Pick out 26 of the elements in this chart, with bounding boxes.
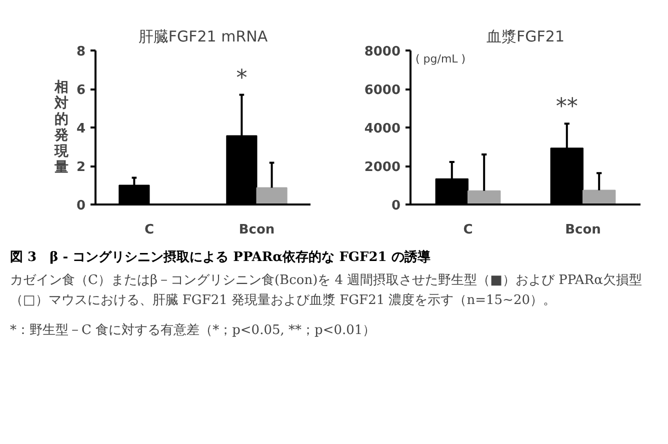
y-tick-label: 0: [391, 198, 400, 214]
x-tick-label: C: [144, 222, 154, 238]
text: カゼイン食（C）またはβ－コングリシニン食(Bcon)を 4 週間摂取させた野生型（■）および PPARα欠損型（□）マウスにおける、肝臓 FGF21 発現量および血漿 FGF21 濃度を示す（n=15~20）。: [10, 272, 643, 310]
annotation: **: [556, 94, 578, 120]
y-tick-label: 6000: [364, 83, 401, 98]
y-axis-title: 相対的発現量: [53, 80, 70, 176]
y-tick-label: 2000: [364, 160, 401, 175]
y-tick-label: 4: [76, 122, 86, 136]
y-tick-label: 0: [76, 198, 86, 214]
bar: [582, 190, 616, 204]
x-tick-label: Bcon: [565, 222, 601, 238]
x-tick-label: Bcon: [238, 222, 275, 238]
y-tick-label: 2: [76, 160, 86, 175]
x-tick-label: C: [463, 222, 473, 238]
chart-title: 肝臓FGF21 mRNA: [138, 28, 268, 46]
y-tick-label: 8: [76, 44, 86, 60]
y-tick-label: 6: [76, 83, 86, 98]
chart-title: 血漿FGF21: [486, 28, 564, 46]
bar: [468, 190, 501, 204]
annotation: *: [236, 66, 248, 91]
bar: [256, 187, 288, 204]
y-tick-label: 4000: [364, 122, 401, 136]
caption: 図 3 β - コングリシニン摂取による PPARα依存的な FGF21 の誘導: [10, 248, 432, 267]
text: *：野生型－C 食に対する有意差（*；p<0.05, **；p<0.01）: [10, 322, 377, 340]
y-axis-title: ( pg/mL ): [416, 52, 466, 66]
y-tick-label: 8000: [364, 44, 401, 60]
